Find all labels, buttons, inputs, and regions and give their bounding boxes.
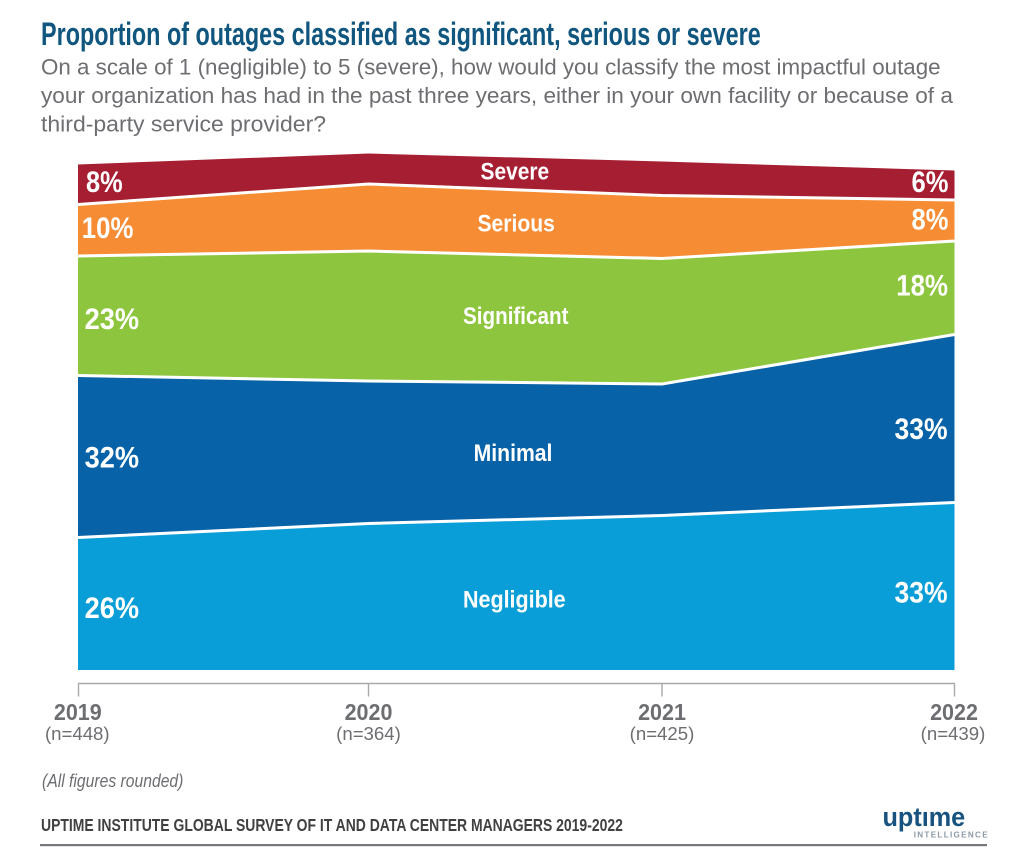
svg-text:2021: 2021 (638, 699, 686, 725)
svg-text:uptıme: uptıme (883, 801, 966, 832)
svg-text:your organization has had in t: your organization has had in the past th… (41, 83, 953, 108)
svg-text:10%: 10% (82, 211, 134, 244)
svg-text:UPTIME INSTITUTE GLOBAL SURVEY: UPTIME INSTITUTE GLOBAL SURVEY OF IT AND… (41, 817, 623, 836)
svg-text:18%: 18% (896, 269, 948, 302)
svg-text:Serious: Serious (478, 210, 555, 237)
svg-text:2020: 2020 (345, 699, 393, 725)
svg-text:Severe: Severe (481, 158, 550, 185)
svg-text:2022: 2022 (930, 699, 978, 725)
svg-text:(n=425): (n=425) (630, 723, 695, 744)
svg-text:(All figures rounded): (All figures rounded) (42, 770, 183, 792)
svg-text:INTELLIGENCE: INTELLIGENCE (914, 830, 988, 839)
svg-text:Significant: Significant (463, 303, 569, 330)
svg-text:third-party service provider?: third-party service provider? (41, 111, 326, 137)
svg-text:(n=448): (n=448) (45, 723, 110, 744)
svg-text:(n=364): (n=364) (336, 723, 401, 744)
svg-text:8%: 8% (912, 203, 949, 236)
svg-text:6%: 6% (912, 165, 949, 198)
svg-text:32%: 32% (85, 441, 139, 474)
svg-text:23%: 23% (85, 303, 139, 336)
svg-text:26%: 26% (85, 592, 139, 625)
svg-text:2019: 2019 (54, 699, 102, 725)
svg-text:Negligible: Negligible (463, 585, 566, 612)
svg-text:(n=439): (n=439) (921, 723, 986, 744)
svg-text:Minimal: Minimal (474, 440, 553, 467)
svg-text:33%: 33% (895, 576, 948, 609)
svg-text:33%: 33% (895, 413, 948, 446)
svg-text:8%: 8% (86, 165, 123, 198)
svg-text:Proportion of outages classifi: Proportion of outages classified as sign… (41, 16, 761, 51)
svg-text:On a scale of 1 (negligible) t: On a scale of 1 (negligible) to 5 (sever… (41, 55, 941, 80)
